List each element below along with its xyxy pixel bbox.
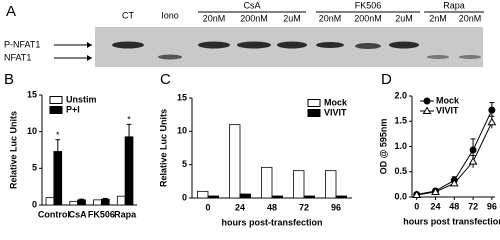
y-tick-label: 0.5 — [394, 166, 407, 176]
bar — [261, 166, 273, 199]
marker — [468, 157, 478, 165]
x-tick-label: 0 — [414, 201, 419, 211]
legend-swatch — [307, 99, 321, 107]
x-tick-label: CsA — [69, 209, 88, 219]
y-tick-label: 0 — [182, 192, 187, 202]
bar — [325, 170, 337, 199]
panel-label: C — [160, 71, 171, 88]
bar — [77, 199, 86, 206]
band-label: P-NFAT1 — [4, 39, 40, 49]
band-arrowhead — [87, 55, 92, 61]
blot-bands — [112, 41, 481, 60]
marker — [412, 190, 422, 198]
marker — [487, 117, 497, 126]
y-tick-label: 1.0 — [394, 141, 407, 151]
x-tick-label: 96 — [487, 201, 497, 211]
lane-label: 2nM — [429, 13, 447, 23]
bar — [116, 195, 126, 206]
y-tick-label: 10 — [27, 126, 37, 136]
bar — [69, 200, 79, 206]
x-tick-label: 48 — [449, 201, 459, 211]
x-tick-label: 24 — [235, 202, 245, 212]
y-tick-label: 1.5 — [394, 116, 407, 126]
lane-label: 2uM — [283, 13, 301, 23]
y-tick-label: 0.0 — [394, 191, 407, 201]
y-axis-title: Relative Luc Units — [158, 109, 168, 187]
bar — [239, 193, 251, 199]
x-axis-title: hours post-transfection — [221, 217, 322, 227]
lane-label: 20nM — [459, 13, 482, 23]
lane-label: Iono — [161, 10, 179, 20]
x-tick-label: 72 — [299, 202, 309, 212]
panel-label: B — [4, 71, 14, 88]
y-tick-label: 5 — [182, 159, 187, 169]
y-tick-label: 15 — [27, 89, 37, 99]
marker — [469, 146, 477, 154]
annotation: * — [56, 130, 60, 140]
figure: A CT Iono 20nM 200nM 2uM 20nM 200nM 2uM 2nM 20nM C… — [4, 0, 500, 227]
band-arrowhead — [87, 42, 92, 48]
x-tick-label: FK506 — [88, 209, 115, 219]
bar — [197, 190, 209, 199]
x-tick-label: 24 — [430, 201, 440, 211]
x-tick-label: 0 — [205, 202, 210, 212]
y-axis-title: Relative Luc Units — [8, 111, 18, 189]
bar — [293, 170, 305, 199]
y-tick-label: 5 — [32, 163, 37, 173]
legend-swatch — [49, 96, 63, 104]
group-label: Rapa — [443, 0, 465, 10]
x-tick-label: 48 — [267, 202, 277, 212]
marker — [423, 97, 431, 105]
legend-label: VIVIT — [436, 105, 459, 115]
lane-label: 20nM — [203, 13, 226, 23]
legend-label: Mock — [324, 97, 348, 107]
panel-label: D — [381, 71, 392, 88]
lane-label: CT — [122, 10, 134, 20]
marker — [488, 106, 496, 114]
bar — [229, 124, 241, 199]
legend-swatch — [307, 109, 321, 117]
bar — [93, 199, 102, 206]
y-axis-title: OD @ 595nm — [378, 119, 388, 175]
x-tick-label: Control — [38, 209, 70, 219]
annotation: * — [127, 115, 131, 125]
marker — [449, 178, 459, 187]
band-label: NFAT1 — [4, 52, 31, 62]
marker — [431, 187, 440, 195]
bar — [100, 198, 110, 206]
group-label: FK506 — [355, 0, 382, 10]
bar — [45, 197, 55, 206]
legend-swatch — [49, 106, 63, 114]
legend-label: VIVIT — [324, 107, 347, 117]
y-tick-label: 2.0 — [394, 90, 407, 100]
lane-label: 20nM — [319, 13, 342, 23]
bar — [335, 195, 347, 199]
x-tick-label: 96 — [331, 202, 341, 212]
lane-label: 200nM — [354, 13, 382, 23]
y-tick-label: 0 — [32, 199, 37, 209]
x-axis-title: hours post transfection — [403, 216, 500, 226]
x-tick-label: Rapa — [114, 209, 137, 219]
lane-label: 200nM — [240, 13, 268, 23]
legend-label: Unstim — [66, 94, 97, 104]
group-label: CsA — [243, 0, 260, 10]
bar — [271, 195, 283, 199]
y-tick-label: 15 — [177, 92, 187, 102]
lane-label: 2uM — [395, 13, 413, 23]
y-tick-label: 10 — [177, 126, 187, 136]
legend-label: Mock — [436, 95, 460, 105]
x-tick-label: 72 — [468, 201, 478, 211]
legend-label: P+I — [66, 104, 80, 114]
panel-label: A — [6, 3, 16, 20]
marker — [422, 106, 432, 114]
bar — [303, 195, 315, 199]
bar — [207, 195, 219, 199]
